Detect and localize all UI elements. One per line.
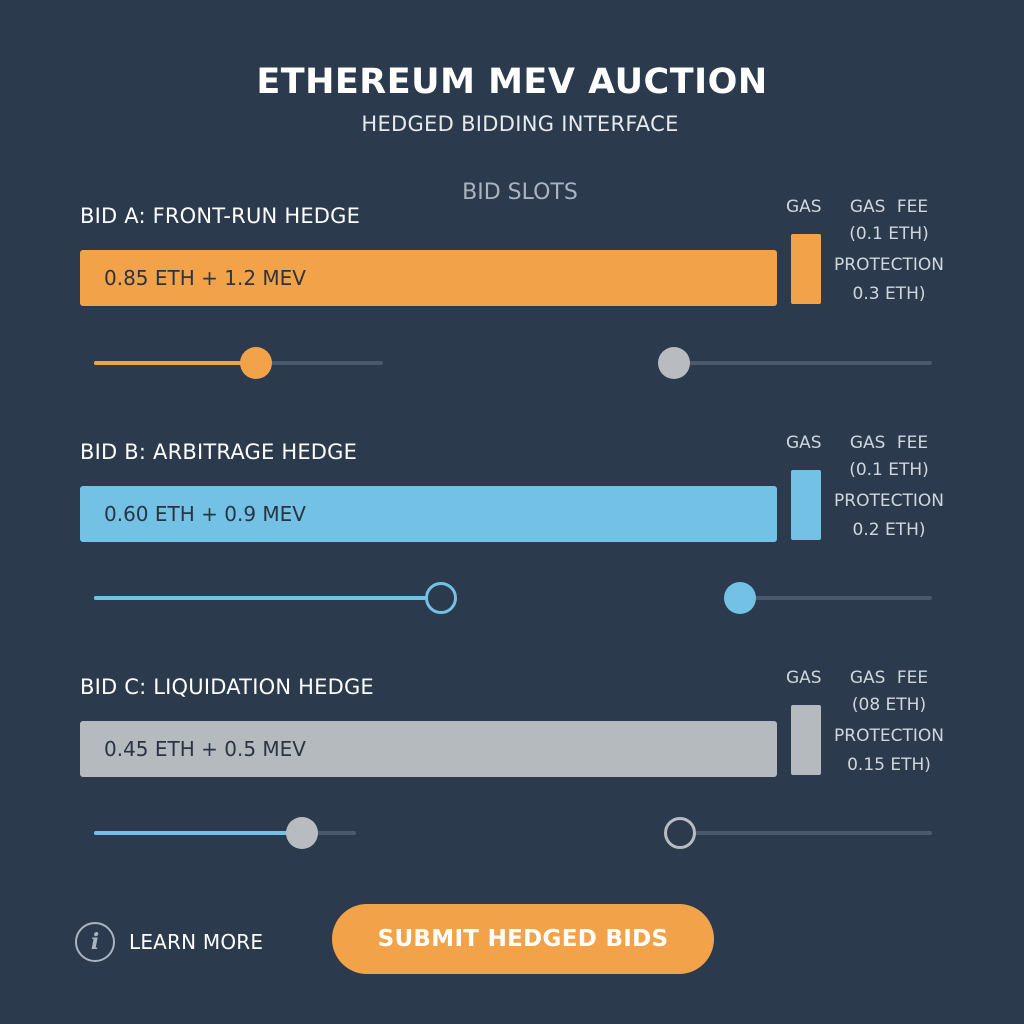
bid-a-protection-value: 0.3 ETH) <box>852 284 926 304</box>
bid-b-protection-value: 0.2 ETH) <box>852 520 926 540</box>
bid-b-amount-slider[interactable] <box>94 582 457 614</box>
bid-c-gas-slider-thumb[interactable] <box>664 817 696 849</box>
bid-c-amount: 0.45 ETH + 0.5 MEV <box>104 737 306 761</box>
bid-a-title: BID A: FRONT-RUN HEDGE <box>80 204 361 228</box>
bid-card-c: BID C: LIQUIDATION HEDGE 0.45 ETH + 0.5 … <box>0 668 1024 905</box>
bid-a-gas-slider-thumb[interactable] <box>658 347 690 379</box>
bid-b-protection-label: PROTECTION <box>834 491 944 511</box>
bid-b-amount: 0.60 ETH + 0.9 MEV <box>104 502 306 526</box>
bid-a-gas-slider[interactable] <box>658 347 932 379</box>
bid-b-amount-bar[interactable]: 0.60 ETH + 0.9 MEV <box>80 486 777 542</box>
learn-more-link[interactable]: i LEARN MORE <box>75 922 263 962</box>
bid-a-amount-slider-thumb[interactable] <box>240 347 272 379</box>
bid-a-gas-label: GAS <box>786 197 822 217</box>
bid-a-amount-bar[interactable]: 0.85 ETH + 1.2 MEV <box>80 250 777 306</box>
bid-a-gas-fee-label: GAS FEE <box>849 197 929 217</box>
bid-c-amount-slider[interactable] <box>94 817 356 849</box>
bid-card-b: BID B: ARBITRAGE HEDGE 0.60 ETH + 0.9 ME… <box>0 433 1024 670</box>
bid-card-a: BID A: FRONT-RUN HEDGE 0.85 ETH + 1.2 ME… <box>0 197 1024 434</box>
bid-b-gas-fee-value: (0.1 ETH) <box>849 460 929 480</box>
bid-b-gas-fee-label: GAS FEE <box>849 433 929 453</box>
bid-a-protection-label: PROTECTION <box>834 255 944 275</box>
info-icon[interactable]: i <box>75 922 115 962</box>
bid-c-amount-bar[interactable]: 0.45 ETH + 0.5 MEV <box>80 721 777 777</box>
bid-a-amount: 0.85 ETH + 1.2 MEV <box>104 266 306 290</box>
bid-c-gas-indicator <box>791 705 821 775</box>
bid-b-gas-label: GAS <box>786 433 822 453</box>
bid-b-gas-indicator <box>791 470 821 540</box>
bid-c-protection-label: PROTECTION <box>834 726 944 746</box>
bid-c-protection-value: 0.15 ETH) <box>847 755 931 775</box>
bid-b-amount-slider-fill <box>94 596 442 600</box>
bid-a-amount-slider[interactable] <box>94 347 383 379</box>
bid-a-amount-slider-fill <box>94 361 256 365</box>
bid-c-gas-fee-value: (08 ETH) <box>851 695 927 715</box>
bid-b-gas-slider[interactable] <box>724 582 932 614</box>
bid-c-title: BID C: LIQUIDATION HEDGE <box>80 675 374 699</box>
bid-b-amount-slider-thumb[interactable] <box>425 582 457 614</box>
submit-hedged-bids-button[interactable]: SUBMIT HEDGED BIDS <box>332 904 714 974</box>
learn-more-label[interactable]: LEARN MORE <box>129 930 264 954</box>
bid-b-gas-slider-thumb[interactable] <box>724 582 756 614</box>
page-subtitle: HEDGED BIDDING INTERFACE <box>361 112 679 136</box>
bid-c-amount-slider-thumb[interactable] <box>286 817 318 849</box>
page-title: ETHEREUM MEV AUCTION <box>256 62 768 102</box>
bid-a-gas-fee-value: (0.1 ETH) <box>849 224 929 244</box>
bid-c-amount-slider-fill <box>94 831 302 835</box>
bid-c-gas-fee-label: GAS FEE <box>849 668 929 688</box>
bid-a-gas-indicator <box>791 234 821 304</box>
bid-b-title: BID B: ARBITRAGE HEDGE <box>80 440 358 464</box>
bid-c-gas-slider[interactable] <box>664 817 932 849</box>
section-label-bid-slots: BID SLOTS <box>462 180 578 205</box>
bid-c-gas-label: GAS <box>786 668 822 688</box>
